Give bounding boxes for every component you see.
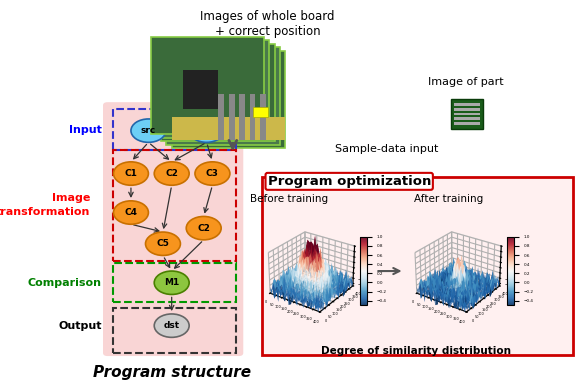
Bar [161, 44, 275, 141]
Bar [113, 308, 236, 353]
Bar [151, 37, 264, 134]
Circle shape [195, 162, 230, 185]
Bar [454, 117, 480, 120]
Bar [113, 150, 236, 261]
Text: + correct position: + correct position [215, 25, 321, 38]
Text: Program structure: Program structure [93, 365, 251, 380]
Circle shape [154, 271, 189, 294]
Text: Image: Image [52, 193, 90, 203]
Circle shape [146, 232, 180, 255]
Bar [451, 99, 483, 129]
Text: M1: M1 [164, 278, 179, 287]
Text: After training: After training [414, 194, 482, 204]
Bar [239, 94, 245, 140]
Text: Input: Input [69, 125, 102, 135]
Text: src: src [141, 126, 156, 135]
Text: C5: C5 [157, 239, 169, 248]
Circle shape [154, 162, 189, 185]
Circle shape [154, 314, 189, 337]
Text: Output: Output [58, 321, 102, 331]
Bar [172, 117, 285, 140]
Text: C2: C2 [165, 169, 178, 178]
Bar [229, 94, 235, 140]
Text: C1: C1 [125, 169, 137, 178]
Circle shape [113, 162, 148, 185]
Bar [166, 47, 280, 145]
Circle shape [189, 119, 224, 142]
Text: transformation: transformation [0, 207, 90, 217]
Bar [454, 113, 480, 115]
Circle shape [131, 119, 166, 142]
Text: Image of part: Image of part [428, 77, 503, 87]
Text: C2: C2 [197, 223, 210, 233]
Text: Before training: Before training [250, 194, 328, 204]
Bar [454, 103, 480, 106]
Circle shape [113, 201, 148, 224]
Bar [454, 108, 480, 111]
Text: Degree of similarity distribution: Degree of similarity distribution [321, 346, 511, 356]
Text: Program optimization: Program optimization [268, 175, 431, 188]
Bar [218, 94, 224, 140]
Bar [253, 107, 268, 117]
Bar [262, 177, 573, 355]
FancyBboxPatch shape [103, 102, 243, 356]
Text: Sample-data input: Sample-data input [335, 144, 438, 154]
Bar [113, 263, 236, 302]
Bar [250, 94, 255, 140]
Circle shape [186, 216, 221, 240]
Text: tpl: tpl [200, 126, 214, 135]
Bar [183, 70, 218, 109]
Text: Comparison: Comparison [28, 278, 102, 288]
Bar [172, 51, 285, 148]
Text: dst: dst [164, 321, 180, 330]
Text: Images of whole board: Images of whole board [200, 10, 335, 23]
Bar [156, 40, 269, 138]
Text: C3: C3 [206, 169, 219, 178]
Bar [113, 109, 236, 150]
Bar [260, 94, 266, 140]
Bar [454, 122, 480, 125]
Text: C4: C4 [125, 208, 137, 217]
